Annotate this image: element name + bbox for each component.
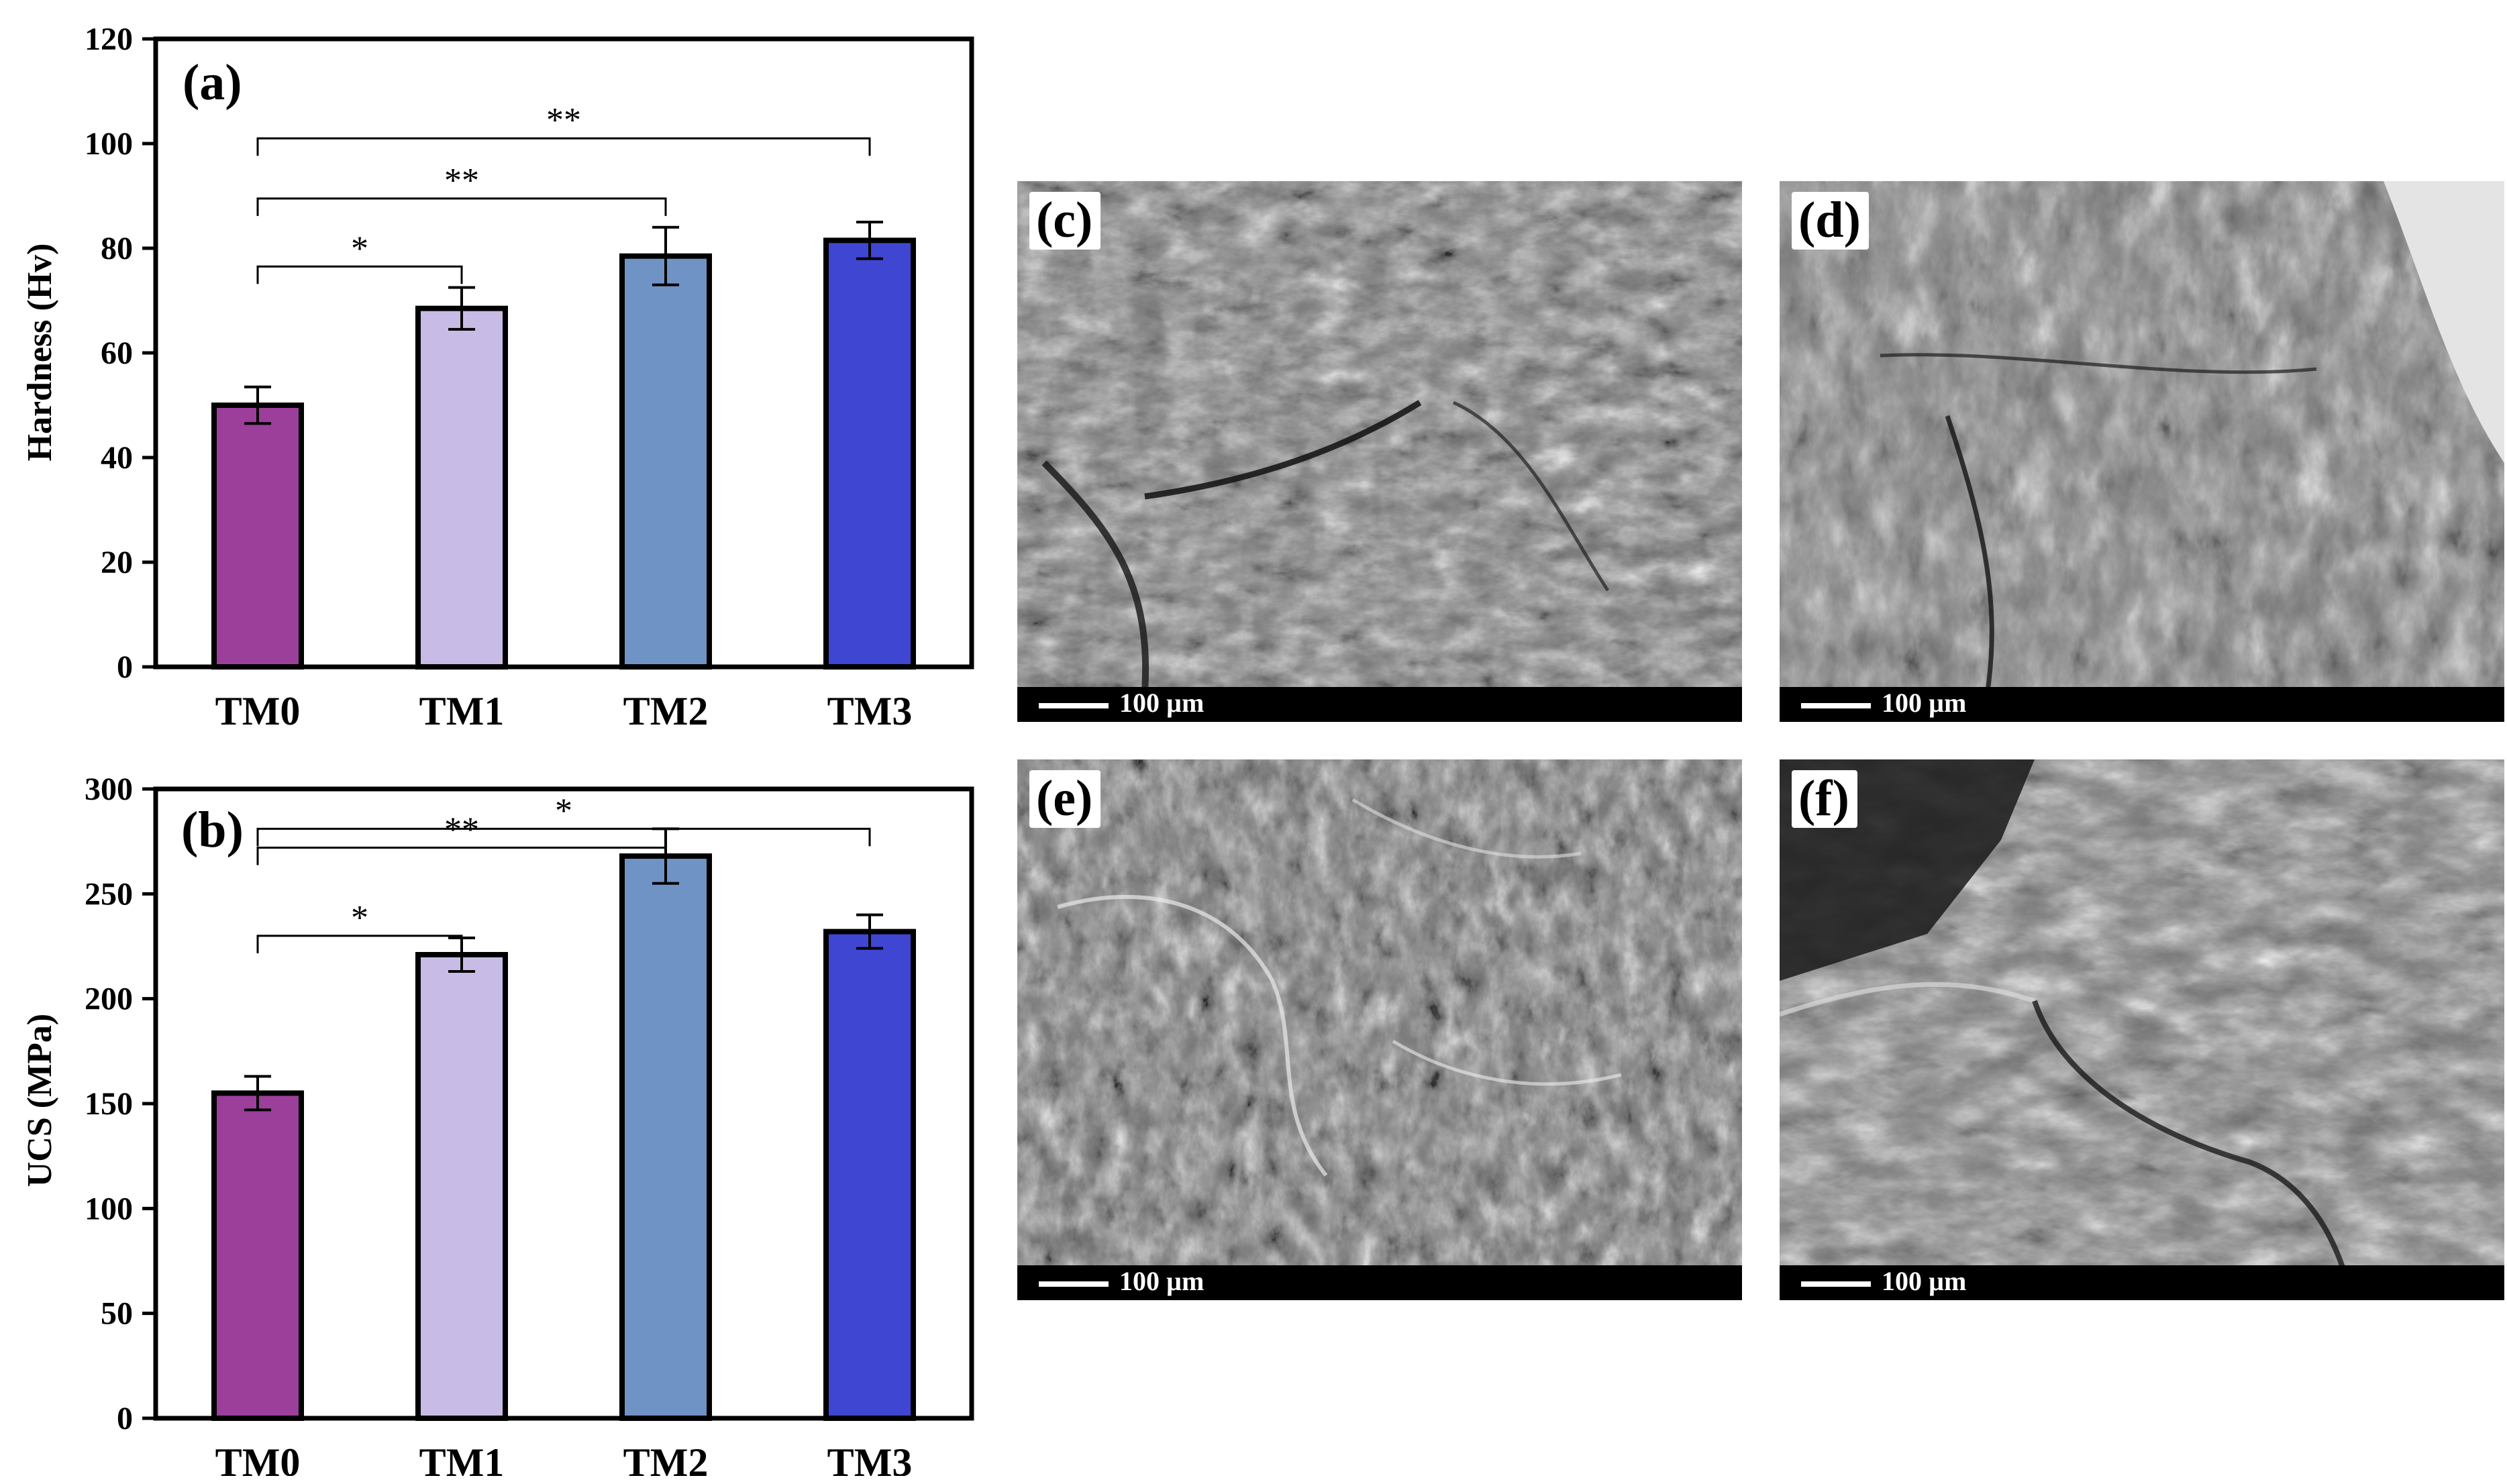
micrograph-d-label: (d) bbox=[1792, 192, 1869, 250]
panel-label-b: (b) bbox=[181, 802, 244, 858]
bar-tm0-b bbox=[211, 1090, 304, 1421]
y-tick-label-b: 100 bbox=[85, 1191, 133, 1226]
micrograph-d-texture bbox=[1780, 181, 2504, 722]
bar-tm3-b bbox=[823, 929, 916, 1421]
chart-b: (b) UCS (MPa) 0 50 100 150 200 250 300 TM0 TM1 TM… bbox=[21, 772, 974, 1476]
micrograph-e: (e) 100 µm bbox=[1017, 759, 1742, 1300]
micrograph-c-label: (c) bbox=[1029, 192, 1101, 250]
x-tick-label-b: TM2 bbox=[623, 1440, 709, 1476]
scale-line bbox=[1039, 1281, 1109, 1287]
y-axis-label-b: UCS (MPa) bbox=[21, 1014, 59, 1187]
micrograph-d: (d) 100 µm bbox=[1780, 181, 2504, 722]
significance-bracket-b bbox=[256, 827, 871, 847]
significance-label-a: * bbox=[351, 229, 368, 268]
bar-tm2-a bbox=[619, 253, 712, 670]
x-tick-label-b: TM0 bbox=[215, 1440, 301, 1476]
bar-tm1-a bbox=[415, 305, 508, 670]
plot-frame-b bbox=[153, 786, 974, 1421]
bar-tm2-b bbox=[619, 853, 712, 1421]
bar-tm0-a bbox=[211, 403, 304, 670]
y-tick-label-a: 20 bbox=[101, 545, 133, 580]
x-tick-label-a: TM2 bbox=[623, 689, 709, 731]
micrograph-f: (f) 100 µm bbox=[1780, 759, 2504, 1300]
y-tick-label-b: 200 bbox=[85, 982, 133, 1017]
x-tick-label-b: TM1 bbox=[419, 1440, 505, 1476]
micrograph-f-texture bbox=[1780, 759, 2504, 1300]
x-tick-label-b: TM3 bbox=[827, 1440, 913, 1476]
y-tick-label-b: 300 bbox=[85, 772, 133, 807]
y-tick-label-b: 0 bbox=[117, 1401, 133, 1436]
micrograph-e-scalebar: 100 µm bbox=[1017, 1265, 1742, 1300]
micrograph-e-label: (e) bbox=[1029, 770, 1101, 828]
significance-bracket-a bbox=[256, 197, 667, 216]
significance-label-a: ** bbox=[546, 101, 581, 140]
micrograph-f-label: (f) bbox=[1792, 770, 1857, 828]
significance-bracket-b bbox=[256, 847, 667, 865]
significance-label-b: * bbox=[351, 899, 368, 937]
chart-a: (a) Hardness (Hv) 0 20 40 60 80 100 120 TM0 TM1 T… bbox=[21, 21, 974, 731]
scale-text: 100 µm bbox=[1119, 1266, 1205, 1296]
significance-bracket-b bbox=[256, 935, 463, 953]
micrograph-d-scalebar: 100 µm bbox=[1780, 687, 2504, 722]
scale-text: 100 µm bbox=[1882, 1266, 1967, 1296]
significance-label-b: * bbox=[555, 792, 572, 830]
micrograph-c-scalebar: 100 µm bbox=[1017, 687, 1742, 722]
micrograph-c: (c) 100 µm bbox=[1017, 181, 1742, 722]
scale-text: 100 µm bbox=[1882, 688, 1967, 718]
y-tick-label-a: 100 bbox=[85, 126, 133, 162]
significance-label-a: ** bbox=[444, 162, 479, 200]
bar-tm3-a bbox=[823, 237, 916, 670]
scale-line bbox=[1039, 703, 1109, 708]
bar-tm1-b bbox=[415, 952, 508, 1421]
plot-frame-a bbox=[153, 36, 974, 670]
x-tick-label-a: TM3 bbox=[827, 689, 913, 731]
panel-label-a: (a) bbox=[183, 54, 242, 111]
significance-bracket-a bbox=[256, 265, 463, 284]
micrograph-c-texture bbox=[1017, 181, 1742, 722]
micrograph-e-texture bbox=[1017, 759, 1742, 1300]
y-axis-label-a: Hardness (Hv) bbox=[21, 244, 59, 462]
y-tick-label-a: 80 bbox=[101, 231, 133, 266]
scale-text: 100 µm bbox=[1119, 688, 1205, 718]
y-tick-label-a: 60 bbox=[101, 335, 133, 371]
x-tick-label-a: TM0 bbox=[215, 689, 301, 731]
y-tick-label-a: 120 bbox=[85, 21, 133, 57]
y-tick-label-b: 250 bbox=[85, 876, 133, 912]
y-tick-label-b: 50 bbox=[101, 1296, 133, 1332]
significance-label-b: ** bbox=[444, 811, 479, 849]
micrograph-f-scalebar: 100 µm bbox=[1780, 1265, 2504, 1300]
y-tick-label-a: 0 bbox=[117, 649, 133, 685]
y-tick-label-a: 40 bbox=[101, 440, 133, 476]
scale-line bbox=[1801, 703, 1871, 708]
y-tick-label-b: 150 bbox=[85, 1086, 133, 1122]
scale-line bbox=[1801, 1281, 1871, 1287]
significance-bracket-a bbox=[256, 137, 871, 156]
x-tick-label-a: TM1 bbox=[419, 689, 505, 731]
